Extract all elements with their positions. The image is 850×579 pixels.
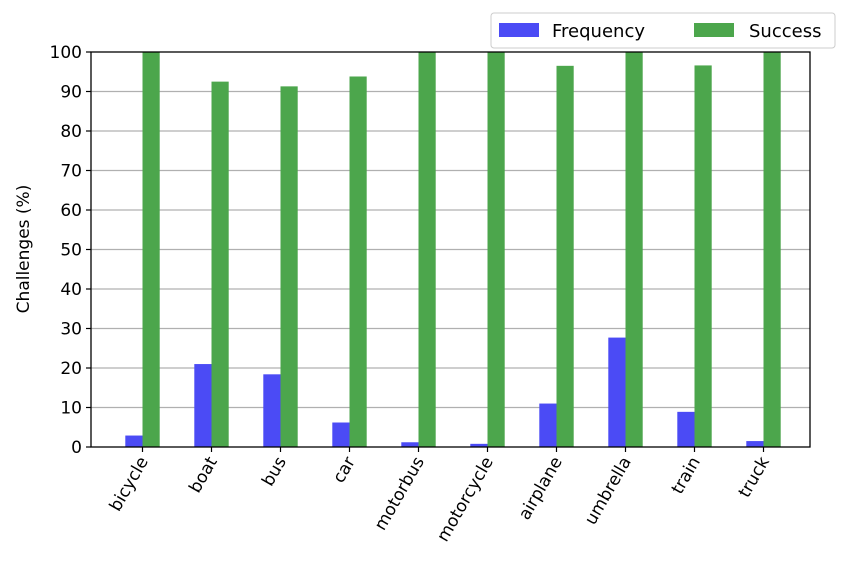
- x-tick-label: motorcycle: [433, 454, 498, 546]
- bar-frequency-motorcycle: [470, 443, 488, 447]
- x-tick-label: umbrella: [581, 454, 636, 529]
- legend: Frequency Success: [490, 12, 836, 49]
- bar-success-car: [349, 76, 367, 448]
- bar-success-bicycle: [142, 52, 160, 447]
- legend-swatch-frequency: [499, 23, 539, 37]
- bar-frequency-truck: [746, 441, 764, 447]
- legend-box: [490, 12, 836, 49]
- x-tick-label: car: [329, 454, 360, 487]
- bar-frequency-bicycle: [125, 435, 143, 447]
- bar-success-bus: [280, 86, 298, 448]
- bar-frequency-motorbus: [401, 442, 419, 447]
- y-tick-label: 100: [50, 43, 82, 63]
- y-tick-label: 70: [60, 162, 82, 182]
- bar-frequency-boat: [194, 364, 212, 447]
- x-tick-label: train: [668, 454, 705, 498]
- bars: [125, 52, 781, 448]
- bar-frequency-car: [332, 422, 350, 447]
- x-tick-label: bicycle: [106, 454, 153, 515]
- bar-success-umbrella: [625, 52, 643, 447]
- bar-success-motorbus: [418, 52, 436, 447]
- legend-swatch-success: [694, 23, 734, 37]
- y-tick-label: 40: [60, 280, 82, 300]
- bar-success-train: [694, 65, 712, 448]
- y-tick-label: 30: [60, 320, 82, 340]
- bar-frequency-umbrella: [608, 337, 626, 447]
- x-axis: bicycle boat bus car motorbus motorcycle airpl…: [106, 447, 774, 545]
- x-tick-label: airplane: [515, 454, 567, 524]
- x-tick-label: bus: [258, 453, 291, 489]
- bar-frequency-airplane: [539, 403, 557, 447]
- y-tick-label: 60: [60, 201, 82, 221]
- x-tick-label: truck: [735, 453, 774, 501]
- bar-success-airplane: [556, 65, 574, 447]
- x-tick-label: motorbus: [371, 453, 429, 534]
- y-tick-label: 90: [60, 83, 82, 103]
- y-tick-label: 80: [60, 122, 82, 142]
- bar-frequency-train: [677, 411, 695, 447]
- legend-label-frequency: Frequency: [552, 21, 645, 42]
- x-tick-label: boat: [185, 453, 222, 496]
- y-tick-label: 10: [60, 399, 82, 419]
- y-tick-label: 50: [60, 241, 82, 261]
- bar-success-truck: [763, 52, 781, 447]
- legend-label-success: Success: [749, 21, 821, 42]
- y-axis: 0 10 20 30 40 50 60 70 80 90 100: [50, 43, 91, 458]
- y-axis-label: Challenges (%): [14, 185, 34, 314]
- y-tick-label: 20: [60, 359, 82, 379]
- bar-frequency-bus: [263, 374, 281, 447]
- y-tick-label: 0: [71, 438, 82, 458]
- bar-success-boat: [211, 81, 229, 447]
- bar-success-motorcycle: [487, 52, 505, 447]
